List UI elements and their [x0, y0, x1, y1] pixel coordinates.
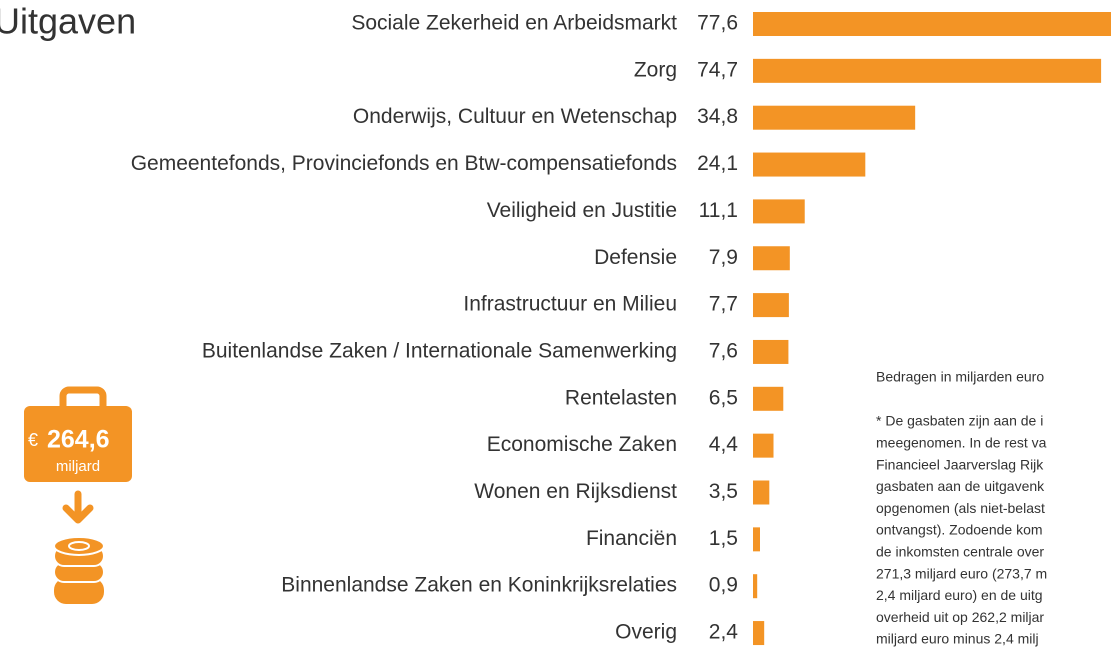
bar [753, 621, 765, 646]
badge-unit: miljard [56, 458, 100, 475]
bar [753, 58, 1102, 83]
value-label: 24,1 [697, 152, 738, 175]
coins-icon [53, 536, 105, 604]
value-label: 34,8 [697, 105, 738, 128]
note: Bedragen in miljarden euro [876, 369, 1044, 385]
value-label: 4,4 [709, 433, 739, 456]
bar [753, 527, 760, 552]
footnote-line: ontvangst). Zodoende kom [876, 522, 1043, 538]
value-label: 1,5 [709, 527, 738, 550]
value-label: 7,9 [709, 246, 738, 269]
value-label: 11,1 [699, 199, 738, 222]
arrow-icon [62, 490, 94, 524]
bar [753, 105, 916, 130]
footnote-line: 271,3 miljard euro (273,7 m [876, 565, 1047, 581]
category-label: Overig [615, 621, 677, 644]
footnote-line: miljard euro minus 2,4 milj [876, 631, 1039, 647]
footnote-line: opgenomen (als niet-belast [876, 500, 1045, 516]
footnote-line: 2,4 miljard euro) en de uitg [876, 587, 1043, 603]
bar [753, 386, 784, 411]
bar [753, 433, 774, 458]
category-label: Wonen en Rijksdienst [474, 480, 677, 503]
bar [753, 574, 758, 599]
briefcase-icon [24, 386, 132, 482]
category-label: Sociale Zekerheid en Arbeidsmarkt [351, 12, 677, 35]
bar [753, 293, 789, 318]
category-label: Binnenlandse Zaken en Koninkrijksrelatie… [281, 574, 677, 597]
value-label: 0,9 [709, 574, 738, 597]
value-label: 77,6 [697, 12, 738, 35]
footnote-line: de inkomsten centrale over [876, 544, 1044, 560]
value-label: 6,5 [709, 386, 738, 409]
category-label: Infrastructuur en Milieu [463, 293, 677, 316]
footnote-line: gasbaten aan de uitgavenk [876, 478, 1045, 494]
value-label: 2,4 [709, 621, 739, 644]
bar [753, 199, 805, 224]
value-label: 3,5 [709, 480, 738, 503]
bar [753, 480, 770, 505]
footnote-line: * De gasbaten zijn aan de i [876, 413, 1043, 429]
category-label: Economische Zaken [487, 433, 677, 456]
badge-amount: 264,6 [47, 426, 110, 454]
bar [753, 339, 789, 364]
category-label: Buitenlandse Zaken / Internationale Same… [202, 339, 677, 362]
category-label: Veiligheid en Justitie [487, 199, 677, 222]
category-label: Rentelasten [565, 386, 677, 409]
category-label: Zorg [634, 58, 677, 81]
value-label: 7,6 [709, 339, 738, 362]
chart-title: Uitgaven [0, 1, 136, 42]
footnote-line: overheid uit op 262,2 miljar [876, 609, 1044, 625]
value-label: 74,7 [697, 58, 738, 81]
badge-currency: € [28, 430, 38, 450]
footnote-line: Financieel Jaarverslag Rijk [876, 456, 1044, 472]
value-label: 7,7 [709, 293, 738, 316]
bar [753, 12, 1111, 36]
footnote-line: meegenomen. In de rest va [876, 435, 1047, 451]
category-label: Defensie [594, 246, 677, 269]
category-label: Gemeentefonds, Provinciefonds en Btw-com… [131, 152, 677, 175]
bar [753, 246, 790, 271]
bar [753, 152, 866, 177]
category-label: Financiën [586, 527, 677, 550]
category-label: Onderwijs, Cultuur en Wetenschap [353, 105, 677, 128]
